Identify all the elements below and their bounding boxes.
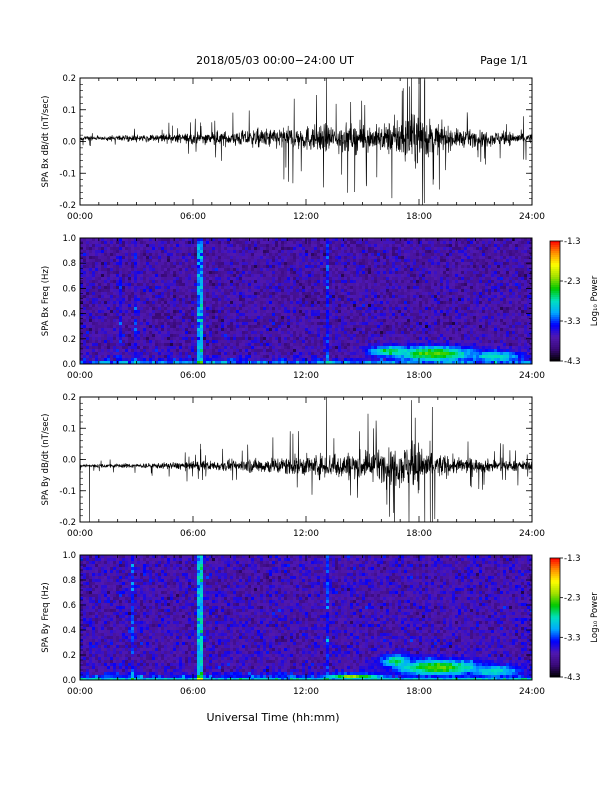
y-tick-label: -0.1 [59, 169, 76, 179]
x-tick-label: 24:00 [519, 687, 545, 697]
page-indicator: Page 1/1 [480, 54, 528, 67]
colorbar-label: Log₁₀ Power [590, 592, 600, 643]
colorbar-tick-label: -2.3 [564, 277, 581, 287]
y-tick-label: 0.8 [62, 259, 76, 269]
colorbar-tick-label: -1.3 [564, 237, 581, 247]
x-tick-label: 12:00 [293, 212, 319, 222]
panel-4: 00:00 06:00 12:00 18:00 24:00 1.0 0.8 0.6 0.4 0.2… [41, 551, 545, 697]
x-tick-label: 24:00 [519, 529, 545, 539]
x-tick-label: 12:00 [293, 529, 319, 539]
y-tick-label: 0.0 [62, 360, 76, 370]
y-tick-label: 0.2 [62, 651, 76, 661]
colorbar: -1.3 -2.3 -3.3 -4.3 Log₁₀ Power [549, 554, 600, 683]
x-tick-label: 24:00 [519, 371, 545, 381]
y-tick-label: 0.4 [62, 310, 76, 320]
x-tick-label: 00:00 [67, 371, 93, 381]
colorbar-tick-label: -1.3 [564, 554, 581, 564]
colorbar-tick-label: -3.3 [564, 633, 581, 643]
y-axis-label: SPA By Freq (Hz) [41, 582, 51, 652]
panel-3: 00:00 06:00 12:00 18:00 24:00 0.2 0.1 0.0 -0.1 -0… [41, 393, 545, 539]
waveform-line [80, 397, 532, 522]
panels: 00:00 06:00 12:00 18:00 24:00 0.2 0.1 0.0 -0.1 -0… [41, 74, 545, 697]
spectrogram [80, 238, 532, 364]
x-tick-label: 06:00 [180, 212, 206, 222]
colorbar-label: Log₁₀ Power [590, 275, 600, 326]
y-tick-label: 0.1 [62, 106, 76, 116]
y-tick-label: 0.0 [62, 456, 76, 466]
y-tick-label: 0.8 [62, 576, 76, 586]
y-tick-label: 1.0 [62, 551, 76, 561]
waveform-line [80, 78, 532, 205]
x-tick-label: 00:00 [67, 687, 93, 697]
x-tick-label: 00:00 [67, 529, 93, 539]
x-tick-label: 06:00 [180, 687, 206, 697]
x-tick-label: 18:00 [406, 371, 432, 381]
colorbar: -1.3 -2.3 -3.3 -4.3 Log₁₀ Power [549, 237, 600, 367]
y-tick-label: 0.2 [62, 74, 76, 84]
y-axis-label: SPA By dB/dt (nT/sec) [41, 414, 51, 506]
y-tick-label: 0.0 [62, 138, 76, 148]
x-tick-label: 12:00 [293, 687, 319, 697]
x-tick-label: 00:00 [67, 212, 93, 222]
x-tick-label: 06:00 [180, 371, 206, 381]
y-tick-label: 0.1 [62, 424, 76, 434]
y-tick-label: -0.1 [59, 487, 76, 497]
y-tick-label: 0.6 [62, 601, 76, 611]
colorbar-tick-label: -3.3 [564, 317, 581, 327]
y-tick-label: 0.2 [62, 335, 76, 345]
y-tick-label: -0.2 [59, 201, 76, 211]
colorbar-tick-label: -4.3 [564, 357, 581, 367]
y-axis-label: SPA Bx dB/dt (nT/sec) [41, 96, 51, 188]
y-tick-label: 0.6 [62, 284, 76, 294]
colorbar-tick-label: -2.3 [564, 594, 581, 604]
x-tick-label: 18:00 [406, 687, 432, 697]
x-tick-label: 18:00 [406, 529, 432, 539]
x-tick-label: 18:00 [406, 212, 432, 222]
y-tick-label: 0.4 [62, 626, 76, 636]
y-tick-label: 0.0 [62, 676, 76, 686]
y-tick-label: 1.0 [62, 234, 76, 244]
panel-2: 00:00 06:00 12:00 18:00 24:00 1.0 0.8 0.6 0.4 0.2… [41, 234, 545, 381]
x-tick-label: 24:00 [519, 212, 545, 222]
x-tick-label: 12:00 [293, 371, 319, 381]
y-tick-label: -0.2 [59, 518, 76, 528]
x-tick-label: 06:00 [180, 529, 206, 539]
y-tick-label: 0.2 [62, 393, 76, 403]
figure-title: 2018/05/03 00:00−24:00 UT [196, 54, 354, 67]
colorbar-tick-label: -4.3 [564, 673, 581, 683]
y-axis-label: SPA Bx Freq (Hz) [41, 266, 51, 336]
x-axis-label: Universal Time (hh:mm) [207, 711, 340, 724]
panel-1: 00:00 06:00 12:00 18:00 24:00 0.2 0.1 0.0 -0.1 -0… [41, 74, 545, 222]
plot-frame [79, 396, 533, 523]
spectrogram [80, 555, 532, 680]
